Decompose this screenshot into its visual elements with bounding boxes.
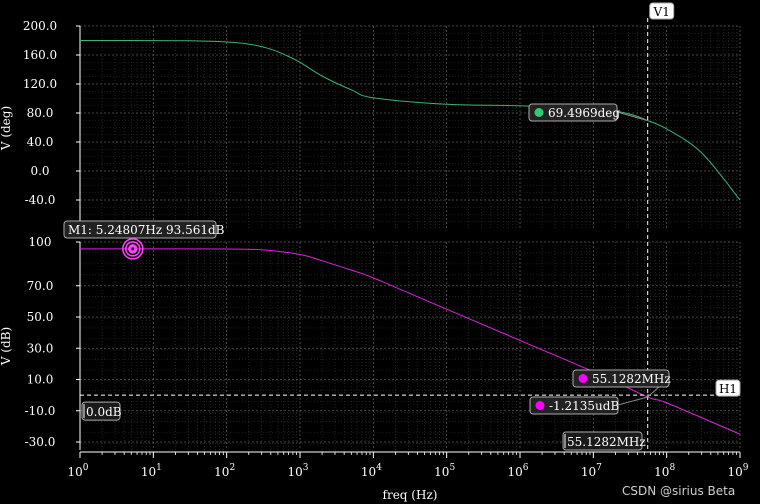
v1-label: V1 — [653, 5, 670, 19]
m1-label: M1: 5.24807Hz 93.561dB — [68, 223, 225, 237]
v1-label-box — [649, 2, 675, 20]
phase-ytick-label: 40.0 — [27, 135, 54, 149]
xtick-label: 103 — [287, 463, 308, 479]
h1-label: H1 — [719, 382, 737, 396]
xtick-label: 108 — [654, 463, 675, 479]
m1-label-box — [63, 220, 217, 239]
v1-readout: 55.1282MHz — [567, 435, 646, 449]
h1-readout: 0.0dB — [86, 405, 122, 419]
xtick-label: 105 — [434, 463, 455, 479]
h1-readout-box — [81, 401, 121, 421]
phase-marker-leader — [616, 111, 648, 122]
gain-ytick-label: -10.0 — [25, 404, 56, 418]
xtick-label: 106 — [507, 463, 528, 479]
gain-ytick-label: 30.0 — [27, 341, 54, 355]
gain-ylabel: V (dB) — [0, 327, 13, 366]
phase-ytick-label: 0.0 — [30, 164, 49, 178]
phase-marker-dot — [534, 108, 544, 117]
m1-target-ring — [125, 241, 141, 257]
gain-ytick-label: 100 — [29, 235, 52, 249]
gain-ytick-label: 70.0 — [27, 279, 54, 293]
freq-marker-label: 55.1282MHz — [592, 372, 671, 386]
gain-ytick-label: 10.0 — [27, 373, 54, 387]
gain-ytick-label: 50.0 — [27, 310, 54, 324]
phase-ytick-label: 200.0 — [23, 19, 57, 33]
gain-series-line — [79, 248, 741, 435]
xtick-label: 101 — [141, 463, 162, 479]
watermark: CSDN @sirius Beta — [622, 484, 735, 498]
gain-ytick-label: -30.0 — [25, 435, 56, 449]
phase-marker-box — [528, 103, 618, 122]
xtick-label: 100 — [67, 463, 88, 479]
gain-marker-dot — [535, 401, 545, 410]
h1-label-box — [715, 379, 741, 397]
phase-grid — [79, 25, 741, 230]
freq-marker-box — [572, 369, 670, 388]
phase-ytick-label: 160.0 — [23, 48, 57, 62]
phase-ytick-label: 120.0 — [23, 77, 57, 91]
freq-marker-dot — [578, 374, 588, 383]
gain-marker-box — [529, 396, 619, 415]
xtick-label: 102 — [214, 463, 235, 479]
x-axis-label: freq (Hz) — [383, 488, 438, 502]
gain-marker-label: -1.2135udB — [549, 399, 619, 413]
xtick-label: 109 — [727, 463, 748, 479]
m1-target-ring — [122, 238, 144, 260]
phase-marker-label: 69.4969deg — [548, 106, 620, 120]
gain-grid — [79, 241, 741, 450]
xtick-label: 107 — [581, 463, 602, 479]
v1-readout-box — [562, 431, 643, 451]
phase-ylabel: V (deg) — [0, 106, 13, 151]
gain-marker-leader — [617, 396, 648, 406]
phase-ytick-label: -40.0 — [25, 193, 56, 207]
xtick-label: 104 — [361, 463, 382, 479]
phase-ytick-label: 80.0 — [27, 106, 54, 120]
m1-target-center — [131, 247, 135, 251]
